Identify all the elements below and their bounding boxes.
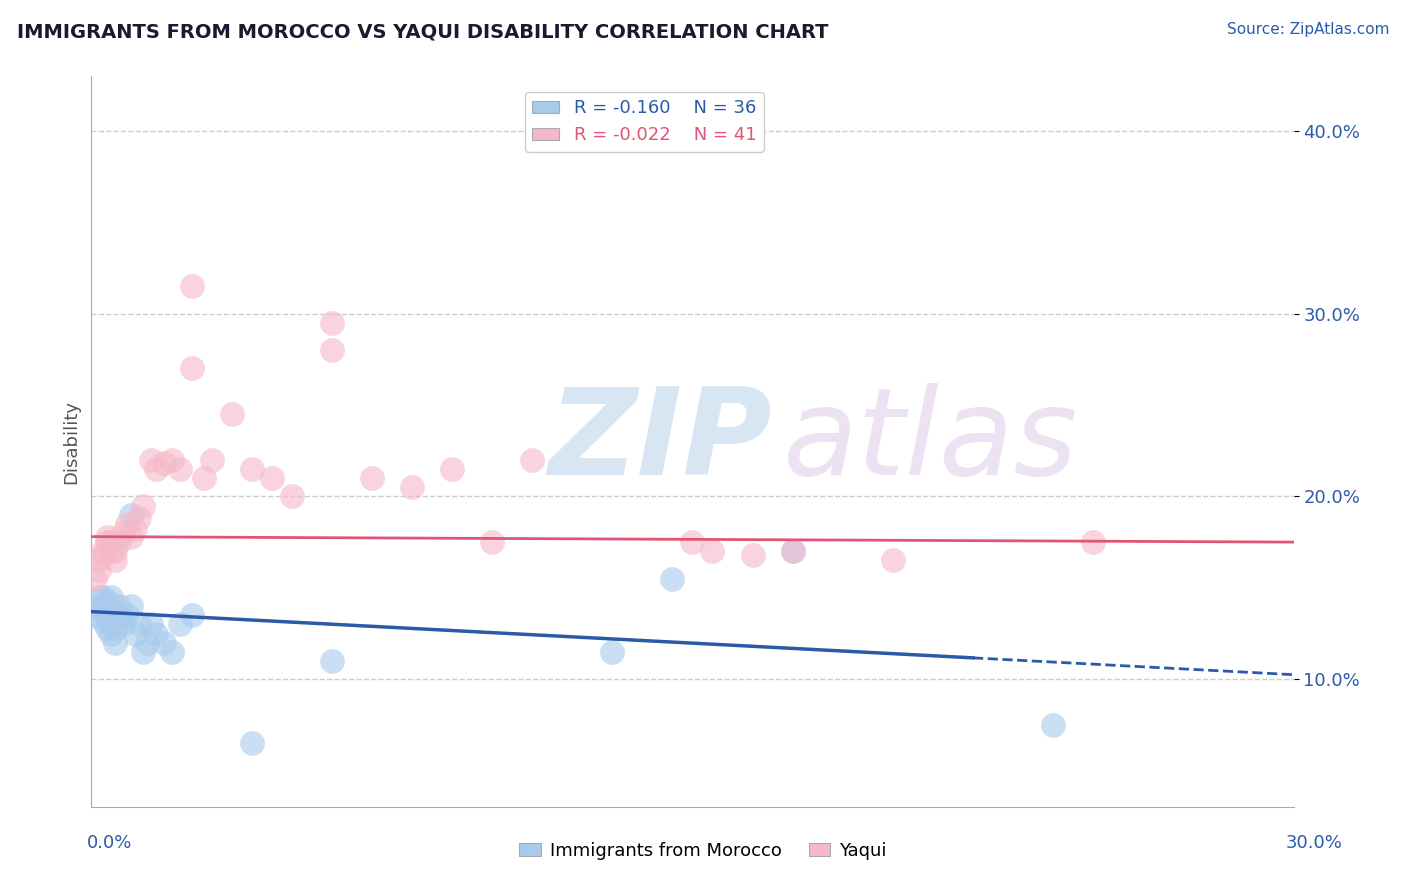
- Point: [193, 471, 215, 485]
- Point: [661, 572, 683, 586]
- Point: [100, 544, 122, 558]
- Point: [201, 453, 224, 467]
- Point: [240, 462, 263, 476]
- Point: [121, 508, 143, 522]
- Point: [121, 530, 143, 544]
- Point: [124, 626, 146, 640]
- Point: [108, 608, 131, 623]
- Point: [96, 535, 118, 549]
- Point: [145, 462, 167, 476]
- Point: [93, 603, 115, 617]
- Point: [93, 614, 115, 628]
- Point: [112, 526, 135, 541]
- Text: 0.0%: 0.0%: [87, 834, 132, 852]
- Point: [1083, 535, 1105, 549]
- Point: [481, 535, 503, 549]
- Point: [93, 590, 115, 604]
- Point: [89, 563, 111, 577]
- Point: [132, 499, 155, 513]
- Point: [84, 572, 107, 586]
- Legend: R = -0.160    N = 36, R = -0.022    N = 41: R = -0.160 N = 36, R = -0.022 N = 41: [524, 92, 763, 152]
- Point: [128, 511, 150, 525]
- Text: Source: ZipAtlas.com: Source: ZipAtlas.com: [1226, 22, 1389, 37]
- Point: [100, 535, 122, 549]
- Point: [160, 645, 183, 659]
- Point: [100, 626, 122, 640]
- Point: [180, 361, 202, 376]
- Y-axis label: Disability: Disability: [62, 400, 80, 483]
- Point: [96, 595, 118, 609]
- Point: [169, 462, 191, 476]
- Point: [100, 590, 122, 604]
- Point: [240, 736, 263, 750]
- Point: [145, 626, 167, 640]
- Point: [104, 553, 127, 567]
- Point: [84, 608, 107, 623]
- Point: [1042, 718, 1064, 732]
- Point: [141, 617, 163, 632]
- Point: [741, 548, 763, 562]
- Point: [321, 343, 343, 358]
- Point: [121, 599, 143, 614]
- Point: [321, 316, 343, 330]
- Point: [221, 407, 243, 421]
- Point: [152, 635, 174, 649]
- Point: [782, 544, 804, 558]
- Point: [401, 480, 423, 494]
- Point: [169, 617, 191, 632]
- Legend: Immigrants from Morocco, Yaqui: Immigrants from Morocco, Yaqui: [512, 835, 894, 867]
- Point: [522, 453, 544, 467]
- Point: [281, 489, 304, 503]
- Point: [160, 453, 183, 467]
- Point: [602, 645, 624, 659]
- Point: [681, 535, 703, 549]
- Point: [89, 590, 111, 604]
- Point: [96, 530, 118, 544]
- Point: [180, 608, 202, 623]
- Text: atlas: atlas: [783, 383, 1078, 500]
- Point: [89, 599, 111, 614]
- Point: [104, 544, 127, 558]
- Point: [152, 457, 174, 471]
- Point: [89, 553, 111, 567]
- Point: [108, 535, 131, 549]
- Point: [124, 522, 146, 536]
- Point: [702, 544, 724, 558]
- Text: ZIP: ZIP: [548, 383, 772, 500]
- Point: [104, 621, 127, 635]
- Point: [128, 617, 150, 632]
- Point: [104, 635, 127, 649]
- Point: [321, 654, 343, 668]
- Point: [96, 621, 118, 635]
- Point: [96, 608, 118, 623]
- Point: [132, 645, 155, 659]
- Point: [108, 599, 131, 614]
- Point: [180, 279, 202, 293]
- Point: [360, 471, 382, 485]
- Point: [440, 462, 463, 476]
- Point: [260, 471, 283, 485]
- Point: [112, 617, 135, 632]
- Point: [141, 453, 163, 467]
- Point: [136, 635, 159, 649]
- Point: [100, 617, 122, 632]
- Point: [117, 516, 139, 531]
- Point: [882, 553, 904, 567]
- Point: [117, 608, 139, 623]
- Text: 30.0%: 30.0%: [1286, 834, 1343, 852]
- Text: IMMIGRANTS FROM MOROCCO VS YAQUI DISABILITY CORRELATION CHART: IMMIGRANTS FROM MOROCCO VS YAQUI DISABIL…: [17, 22, 828, 41]
- Point: [93, 544, 115, 558]
- Point: [782, 544, 804, 558]
- Point: [93, 548, 115, 562]
